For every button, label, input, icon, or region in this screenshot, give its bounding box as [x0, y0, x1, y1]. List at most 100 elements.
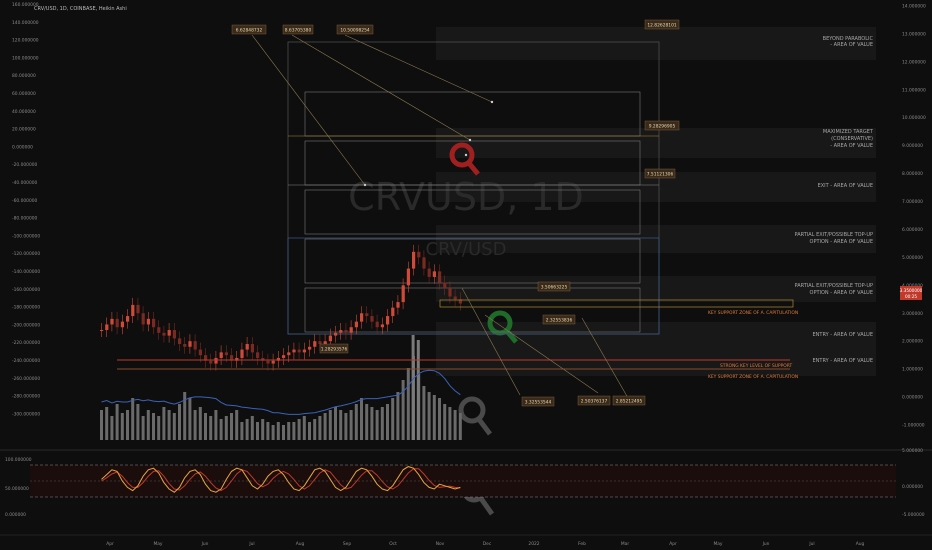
watermark-big: CRVUSD, 1D: [348, 175, 584, 219]
x-axis-tick: Feb: [578, 541, 586, 547]
annotation-text: 10.50098254: [340, 27, 370, 33]
x-axis-tick: Dec: [483, 541, 492, 547]
volume-ma-line: [101, 369, 461, 415]
target-boxes: [287, 41, 660, 335]
projection-lines: [251, 34, 629, 399]
right-axis-tick: 3.000000: [902, 311, 923, 317]
volume-bar: [416, 340, 420, 440]
projection-line-3: [461, 287, 521, 396]
volume-bar: [375, 410, 379, 440]
projection-line-0: [251, 34, 366, 186]
volume-bar: [146, 410, 150, 440]
zone-label-text: ENTRY - AREA OF VALUE: [813, 332, 874, 338]
stoch-axis: 100.000000 50.000000 0.000000 5.000000 0.000…: [5, 448, 925, 518]
volume-bar: [261, 419, 265, 440]
annotation-box: [231, 24, 267, 35]
candle-body: [313, 341, 317, 347]
volume-bar: [120, 413, 124, 440]
projection-point: [363, 183, 367, 187]
zone-label-text: MAXIMIZED TARGET: [823, 129, 874, 135]
left-axis-tick: 40.000000: [12, 109, 36, 115]
candle-body: [302, 349, 306, 353]
candle-body: [120, 321, 124, 328]
candle-body: [360, 313, 364, 322]
volume-bar: [386, 404, 389, 440]
volume-bar: [224, 416, 228, 440]
x-axis: Apr May Jun Jul Aug Sep Oct Nov Dec 2022 Feb Mar Apr…: [106, 541, 864, 547]
price-tag-value: 3.3500000: [900, 288, 923, 293]
projection-line-2: [344, 34, 493, 103]
volume-bar: [178, 404, 181, 440]
left-axis-tick: -180.000000: [12, 305, 40, 311]
annotation-box: [577, 395, 611, 406]
volume-bar: [432, 395, 436, 440]
left-axis-tick: -220.000000: [12, 340, 40, 346]
right-axis-tick: 2.000000: [902, 339, 923, 345]
left-axis: 160.000000 140.000000 120.000000 100.000000…: [12, 2, 40, 417]
annotation-text: 3.32553544: [525, 399, 552, 405]
volume-bar: [458, 413, 462, 440]
volume-bar: [292, 422, 296, 440]
candle-body: [375, 321, 379, 328]
zone-label-text: PARTIAL EXIT/POSSIBLE TOP-UP: [795, 283, 873, 289]
right-axis-tick: 7.000000: [902, 199, 923, 205]
volume-bar: [448, 407, 452, 440]
key-support-zone-upper[interactable]: [439, 299, 794, 308]
volume-bar: [401, 380, 405, 440]
candle-body: [193, 341, 197, 350]
zone-label-text: OPTION - AREA OF VALUE: [810, 239, 873, 245]
annotation-text: 2.85212495: [616, 398, 643, 404]
volume-bar: [126, 410, 129, 440]
projection-line-5: [581, 317, 629, 399]
x-axis-tick: 2022: [528, 541, 539, 547]
annotation-labels: 6.62848732 8.63705380 10.50098254 12.826281…: [231, 19, 680, 407]
volume-bar: [183, 392, 187, 440]
volume-bar: [453, 410, 457, 440]
candle-body: [318, 341, 322, 344]
volume-bar: [110, 416, 114, 440]
candle-body: [245, 343, 249, 350]
right-axis-tick: 1.000000: [902, 367, 923, 373]
volume-bar: [365, 404, 369, 440]
annotation-box: [537, 281, 571, 292]
candle-body: [401, 285, 405, 303]
volume-bar: [235, 410, 239, 440]
blue-box: [287, 237, 660, 335]
left-axis-tick: -120.000000: [12, 251, 40, 257]
annotation-text: 2.50376137: [581, 398, 608, 404]
volume-bar: [396, 392, 400, 440]
volume-bar: [230, 413, 233, 440]
zone-labels: BEYOND PARABOLIC- AREA OF VALUEMAXIMIZED…: [795, 36, 874, 364]
volume-bar: [250, 416, 254, 440]
left-axis-tick: -60.000000: [12, 198, 38, 204]
volume-bar: [287, 422, 291, 440]
logo-gray-icon: [458, 396, 492, 436]
right-axis-tick: 11.000000: [902, 87, 926, 93]
volume-bar: [188, 398, 192, 440]
candle-body: [126, 316, 130, 322]
candle-body: [115, 318, 119, 328]
candle-body: [100, 330, 104, 332]
support-label-strong: STRONG KEY LEVEL OF SUPPORT: [720, 363, 792, 369]
candle-body: [266, 360, 270, 364]
candle-body: [235, 357, 239, 361]
candle-body: [328, 335, 332, 342]
logo-red-icon: [449, 142, 480, 176]
zone-label-text: (CONSERVATIVE): [831, 136, 873, 142]
volume-bar: [105, 407, 109, 440]
candle-body: [172, 330, 176, 339]
stoch-right-tick: -5.000000: [902, 512, 925, 518]
zone-bg-6: [436, 350, 876, 376]
candle-body: [157, 327, 161, 333]
candle-body: [136, 304, 140, 314]
candle-body: [427, 268, 431, 277]
target-box-2: [304, 189, 641, 235]
left-axis-tick: 20.000000: [12, 127, 36, 133]
volume-bar: [380, 407, 384, 440]
annotation-text: 6.62848732: [236, 27, 263, 33]
volume-bar: [276, 422, 280, 440]
volume-bar: [100, 410, 103, 440]
annotation-box: [521, 396, 555, 407]
